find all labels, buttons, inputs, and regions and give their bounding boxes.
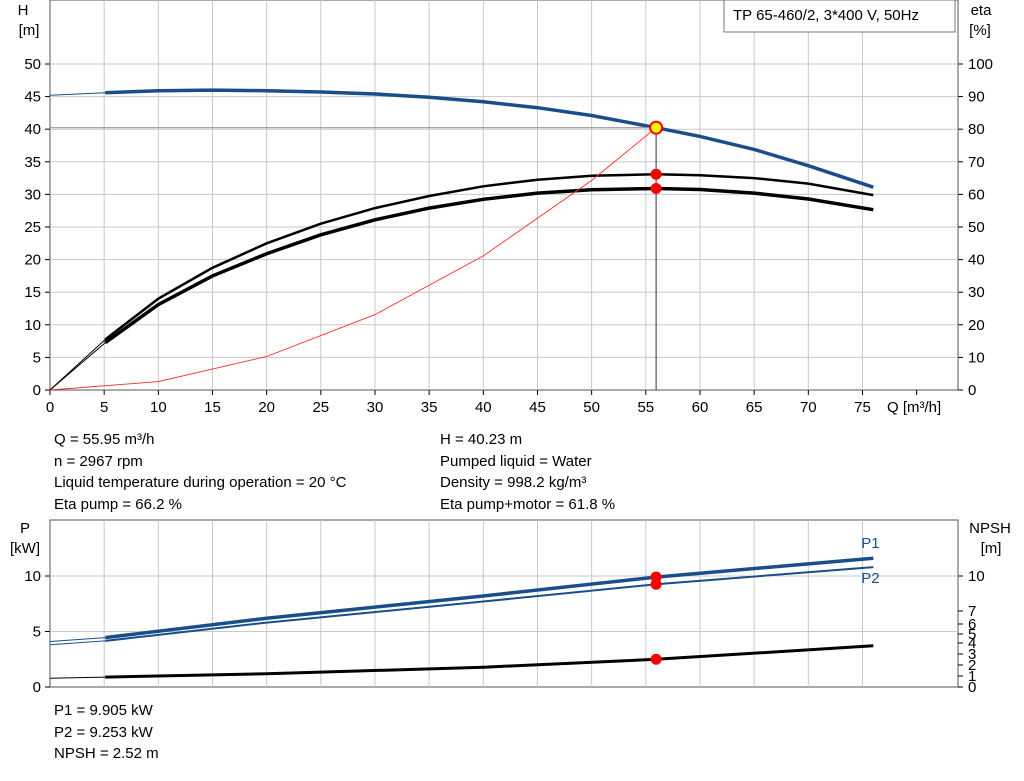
top-plot-frame bbox=[49, 0, 959, 391]
head-curve-extension bbox=[49, 92, 106, 96]
p2-operating-point bbox=[650, 578, 662, 590]
p1-series-label: P1 bbox=[861, 535, 879, 552]
x-tick-label: 65 bbox=[746, 399, 763, 416]
y2-tick-label: 80 bbox=[968, 121, 985, 138]
p-axis-label: P bbox=[20, 520, 30, 537]
y-tick-label: 35 bbox=[24, 154, 41, 171]
eta-pump-operating-point bbox=[650, 168, 662, 180]
x-tick-label: 30 bbox=[367, 399, 384, 416]
y-tick-label: 5 bbox=[33, 349, 41, 366]
x-tick-label: 60 bbox=[692, 399, 709, 416]
x-tick-label: 10 bbox=[150, 399, 167, 416]
y-tick-label: 50 bbox=[24, 56, 41, 73]
info-density: Density = 998.2 kg/m³ bbox=[440, 474, 587, 491]
y-axis-label-top: H bbox=[18, 2, 29, 19]
info-eta-pump: Eta pump = 66.2 % bbox=[54, 495, 182, 513]
eta-total-curve-extension bbox=[49, 342, 106, 391]
info-p2: P2 = 9.253 kW bbox=[54, 723, 153, 741]
p-axis-unit: [kW] bbox=[10, 540, 40, 557]
eta-total-operating-point bbox=[650, 183, 662, 195]
chart-title: TP 65-460/2, 3*400 V, 50Hz bbox=[733, 7, 919, 24]
x-tick-label: 45 bbox=[529, 399, 546, 416]
y-tick-label: 20 bbox=[24, 252, 41, 269]
y2-axis-unit-top: [%] bbox=[969, 22, 991, 39]
y-tick-label: 25 bbox=[24, 219, 41, 236]
npsh-tick-label: 6 bbox=[968, 616, 976, 633]
head-efficiency-chart: 0 5 10 15 20 25 30 35 40 45 50 55 60 65 70 75 0 5 10 15 20 25… bbox=[18, 0, 993, 416]
info-eta-pump-motor: Eta pump+motor = 61.8 % bbox=[440, 495, 616, 513]
y-tick-label: 30 bbox=[24, 186, 41, 203]
x-tick-label: 5 bbox=[100, 399, 108, 416]
p2-series-label: P2 bbox=[861, 570, 879, 587]
npsh-tick-label: 3 bbox=[968, 646, 976, 663]
y2-tick-label: 10 bbox=[968, 349, 985, 366]
info-bottom: P1 = 9.905 kW P2 = 9.253 kW NPSH = 2.52 … bbox=[54, 700, 159, 765]
x-tick-label: 15 bbox=[204, 399, 221, 416]
x-tick-label: 25 bbox=[312, 399, 329, 416]
y-tick-label: 10 bbox=[24, 317, 41, 334]
info-top-right: H = 40.23 m Pumped liquid = Water Densit… bbox=[440, 429, 615, 515]
y2-tick-label: 60 bbox=[968, 186, 985, 203]
y2-tick-label: 50 bbox=[968, 219, 985, 236]
info-npsh: NPSH = 2.52 m bbox=[54, 745, 159, 762]
npsh-tick-label: 4 bbox=[968, 635, 976, 652]
y2-axis-label-top: eta bbox=[971, 2, 993, 19]
bottom-plot-frame bbox=[49, 519, 959, 688]
y-tick-label: 45 bbox=[24, 89, 41, 106]
npsh-operating-point bbox=[650, 653, 662, 665]
p1-curve-extension bbox=[49, 637, 106, 642]
npsh-axis-label: NPSH bbox=[969, 520, 1011, 537]
p-tick-label: 0 bbox=[33, 679, 41, 696]
npsh-tick-label: 1 bbox=[968, 668, 976, 685]
system-curve bbox=[49, 127, 657, 391]
eta-pump-curve bbox=[104, 172, 874, 341]
y2-tick-label: 30 bbox=[968, 284, 985, 301]
p-tick-label: 10 bbox=[24, 568, 41, 585]
npsh-curve-extension bbox=[49, 676, 106, 679]
y2-tick-label: 0 bbox=[968, 382, 976, 399]
head-curve bbox=[105, 88, 874, 189]
info-p1: P1 = 9.905 kW bbox=[54, 702, 153, 719]
x-tick-label: 0 bbox=[46, 399, 54, 416]
x-tick-label: 50 bbox=[583, 399, 600, 416]
y-axis-unit-top: [m] bbox=[19, 22, 40, 39]
y-tick-label: 15 bbox=[24, 284, 41, 301]
info-pumped-liquid: Pumped liquid = Water bbox=[440, 452, 592, 470]
npsh-tick-label: 10 bbox=[968, 568, 985, 585]
eta-total-curve bbox=[104, 186, 874, 345]
info-flow: Q = 55.95 m³/h bbox=[54, 431, 155, 448]
x-axis-label: Q [m³/h] bbox=[887, 399, 941, 416]
x-tick-label: 20 bbox=[258, 399, 275, 416]
y-tick-label: 0 bbox=[33, 382, 41, 399]
y2-tick-label: 40 bbox=[968, 252, 985, 269]
npsh-curve bbox=[105, 644, 874, 679]
p1-curve bbox=[104, 556, 874, 640]
npsh-axis-unit: [m] bbox=[981, 540, 1002, 557]
chart-title-box bbox=[723, 0, 956, 33]
info-top-left: Q = 55.95 m³/h n = 2967 rpm Liquid tempe… bbox=[54, 429, 346, 515]
y2-tick-label: 90 bbox=[968, 89, 985, 106]
x-tick-label: 35 bbox=[421, 399, 438, 416]
y-tick-label: 40 bbox=[24, 121, 41, 138]
npsh-tick-label: 7 bbox=[968, 603, 976, 620]
npsh-tick-label: 5 bbox=[968, 626, 976, 643]
x-tick-label: 55 bbox=[637, 399, 654, 416]
x-tick-label: 70 bbox=[800, 399, 817, 416]
head-operating-point bbox=[649, 120, 664, 135]
x-tick-label: 40 bbox=[475, 399, 492, 416]
p2-curve-extension bbox=[49, 640, 106, 646]
info-head: H = 40.23 m bbox=[440, 431, 523, 448]
npsh-tick-label: 2 bbox=[968, 657, 976, 674]
p2-curve bbox=[105, 566, 874, 642]
x-tick-label: 75 bbox=[854, 399, 871, 416]
y2-tick-label: 20 bbox=[968, 317, 985, 334]
info-speed: n = 2967 rpm bbox=[54, 452, 143, 470]
npsh-tick-label: 0 bbox=[968, 679, 976, 696]
p-tick-label: 5 bbox=[33, 624, 41, 641]
info-liquid-temperature: Liquid temperature during operation = 20… bbox=[54, 474, 347, 491]
y2-tick-label: 100 bbox=[968, 56, 993, 73]
y2-tick-label: 70 bbox=[968, 154, 985, 171]
